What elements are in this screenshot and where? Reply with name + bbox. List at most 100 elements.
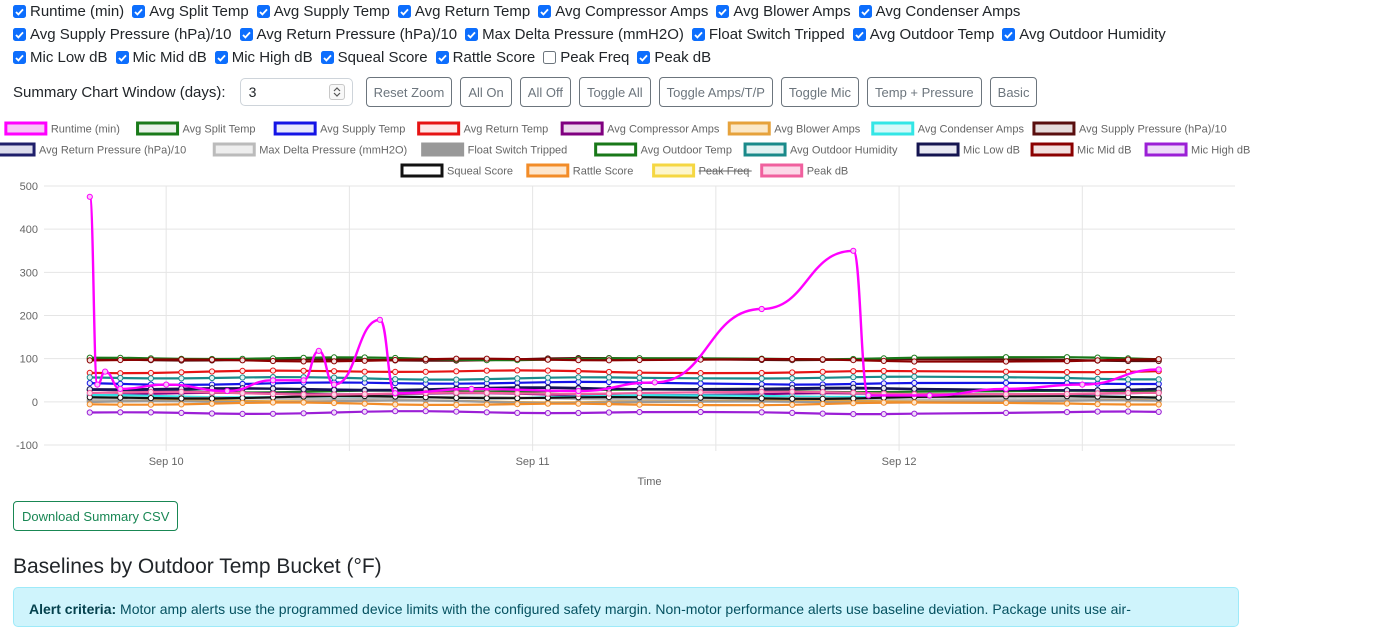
series-toggle-avg-outdoor-temp[interactable]: Avg Outdoor Temp: [852, 26, 994, 43]
legend-item-squeal-score[interactable]: Squeal Score: [400, 163, 513, 178]
legend-item-avg-outdoor-temp[interactable]: Avg Outdoor Temp: [594, 142, 732, 157]
series-toggle-avg-condenser-amps[interactable]: Avg Condenser Amps: [858, 3, 1020, 20]
checkbox-checked-icon[interactable]: [320, 51, 334, 64]
series-toggle-squeal-score[interactable]: Squeal Score: [320, 49, 428, 66]
toggle-all-button[interactable]: Toggle All: [578, 77, 651, 107]
checkbox-checked-icon[interactable]: [132, 5, 146, 18]
alert-criteria-label: Alert criteria:: [29, 601, 117, 617]
series-toggle-avg-split-temp[interactable]: Avg Split Temp: [132, 3, 249, 20]
legend-item-float-switch-tripped[interactable]: Float Switch Tripped: [421, 142, 568, 157]
series-toggle-runtime-min[interactable]: Runtime (min): [13, 3, 124, 20]
checkbox-checked-icon[interactable]: [435, 51, 449, 64]
legend-item-avg-outdoor-humidity[interactable]: Avg Outdoor Humidity: [743, 142, 898, 157]
legend-swatch: [400, 163, 444, 178]
checkbox-checked-icon[interactable]: [637, 51, 651, 64]
all-off-button[interactable]: All Off: [519, 77, 571, 107]
data-point: [911, 399, 918, 406]
series-toggle-peak-freq[interactable]: Peak Freq: [543, 49, 629, 66]
legend-item-peak-db[interactable]: Peak dB: [760, 163, 849, 178]
data-point: [300, 367, 307, 374]
checkbox-checked-icon[interactable]: [1002, 28, 1016, 41]
legend-item-avg-return-temp[interactable]: Avg Return Temp: [417, 121, 549, 136]
series-toggle-mic-mid-db[interactable]: Mic Mid dB: [115, 49, 207, 66]
checkbox-checked-icon[interactable]: [13, 5, 26, 18]
checkbox-checked-icon[interactable]: [465, 28, 479, 41]
summary-chart-svg[interactable]: Runtime (min) Avg Split Temp Avg Supply Te…: [0, 115, 1260, 495]
legend-item-avg-supply-temp[interactable]: Avg Supply Temp: [273, 121, 405, 136]
checkbox-checked-icon[interactable]: [13, 28, 26, 41]
data-point: [1002, 358, 1010, 365]
legend-item-avg-split-temp[interactable]: Avg Split Temp: [136, 121, 256, 136]
legend-swatch: [136, 121, 180, 136]
legend-label: Mic Low dB: [963, 145, 1020, 157]
checkbox-unchecked-icon[interactable]: [543, 51, 557, 64]
data-point: [422, 376, 429, 383]
legend-item-avg-compressor-amps[interactable]: Avg Compressor Amps: [560, 121, 720, 136]
series-toggle-max-delta-pressure-mmh2o[interactable]: Max Delta Pressure (mmH2O): [465, 26, 684, 43]
series-toggle-label: Avg Return Temp: [414, 3, 531, 20]
series-toggle-avg-return-temp[interactable]: Avg Return Temp: [397, 3, 531, 20]
data-point: [758, 402, 765, 409]
checkbox-checked-icon[interactable]: [115, 51, 129, 64]
series-toggle-avg-blower-amps[interactable]: Avg Blower Amps: [716, 3, 851, 20]
checkbox-checked-icon[interactable]: [691, 28, 705, 41]
data-point: [605, 357, 613, 364]
toggle-amps-t-p-button[interactable]: Toggle Amps/T/P: [658, 77, 773, 107]
checkbox-checked-icon[interactable]: [256, 5, 270, 18]
legend-swatch: [1144, 142, 1188, 157]
checkbox-checked-icon[interactable]: [716, 5, 730, 18]
toggle-mic-button[interactable]: Toggle Mic: [780, 77, 860, 107]
data-point: [239, 357, 246, 364]
checkbox-checked-icon[interactable]: [538, 5, 552, 18]
legend-item-mic-low-db[interactable]: Mic Low dB: [916, 142, 1020, 157]
reset-zoom-button[interactable]: Reset Zoom: [365, 77, 453, 107]
data-point: [880, 373, 887, 380]
window-days-input[interactable]: 3: [239, 78, 353, 106]
series-toggle-avg-outdoor-humidity[interactable]: Avg Outdoor Humidity: [1002, 26, 1166, 43]
checkbox-checked-icon[interactable]: [13, 51, 26, 64]
baselines-section-title: Baselines by Outdoor Temp Bucket (°F): [13, 555, 382, 578]
series-toggle-float-switch-tripped[interactable]: Float Switch Tripped: [691, 26, 845, 43]
legend-swatch: [417, 121, 461, 136]
series-toggle-rattle-score[interactable]: Rattle Score: [435, 49, 535, 66]
series-rattle-score: [86, 399, 1162, 409]
basic-button[interactable]: Basic: [989, 77, 1038, 107]
data-point: [1155, 408, 1162, 415]
series-toggle-avg-supply-pressure-hpa-10[interactable]: Avg Supply Pressure (hPa)/10: [13, 26, 232, 43]
series-toggle-avg-compressor-amps[interactable]: Avg Compressor Amps: [538, 3, 708, 20]
temp-pressure-button[interactable]: Temp + Pressure: [867, 77, 982, 107]
all-on-button[interactable]: All On: [460, 77, 512, 107]
checkbox-checked-icon[interactable]: [239, 28, 253, 41]
data-point: [1155, 366, 1162, 373]
data-point: [880, 367, 887, 375]
series-toggle-mic-low-db[interactable]: Mic Low dB: [13, 49, 108, 66]
data-point: [269, 399, 277, 406]
download-csv-button[interactable]: Download Summary CSV: [13, 501, 179, 531]
data-point: [86, 401, 93, 408]
data-point: [544, 400, 552, 407]
checkbox-checked-icon[interactable]: [214, 51, 228, 64]
legend-item-max-delta-pressure-mmh2o[interactable]: Max Delta Pressure (mmH2O): [212, 142, 407, 157]
series-toggle-avg-supply-temp[interactable]: Avg Supply Temp: [256, 3, 390, 20]
legend-item-rattle-score[interactable]: Rattle Score: [526, 163, 634, 178]
data-point: [1094, 408, 1101, 415]
series-toggle-avg-return-pressure-hpa-10[interactable]: Avg Return Pressure (hPa)/10: [239, 26, 457, 43]
legend-item-avg-supply-pressure-hpa-10[interactable]: Avg Supply Pressure (hPa)/10: [1032, 121, 1227, 136]
summary-chart[interactable]: Runtime (min) Avg Split Temp Avg Supply Te…: [0, 115, 1260, 495]
legend-swatch: [212, 142, 256, 157]
legend-item-avg-condenser-amps[interactable]: Avg Condenser Amps: [871, 121, 1025, 136]
legend-item-mic-mid-db[interactable]: Mic Mid dB: [1030, 142, 1131, 157]
legend-item-peak-freq[interactable]: Peak Freq: [652, 163, 752, 178]
checkbox-checked-icon[interactable]: [852, 28, 866, 41]
series-toggle-peak-db[interactable]: Peak dB: [637, 49, 711, 66]
legend-item-avg-blower-amps[interactable]: Avg Blower Amps: [727, 121, 861, 136]
data-point: [483, 409, 490, 416]
data-point: [178, 401, 185, 408]
legend-item-mic-high-db[interactable]: Mic High dB: [1144, 142, 1250, 157]
checkbox-checked-icon[interactable]: [397, 5, 411, 18]
spinner-icon[interactable]: [328, 84, 345, 100]
legend-item-avg-return-pressure-hpa-10[interactable]: Avg Return Pressure (hPa)/10: [0, 142, 186, 157]
series-toggle-mic-high-db[interactable]: Mic High dB: [214, 49, 313, 66]
checkbox-checked-icon[interactable]: [858, 5, 872, 18]
legend-item-runtime-min[interactable]: Runtime (min): [4, 121, 120, 136]
